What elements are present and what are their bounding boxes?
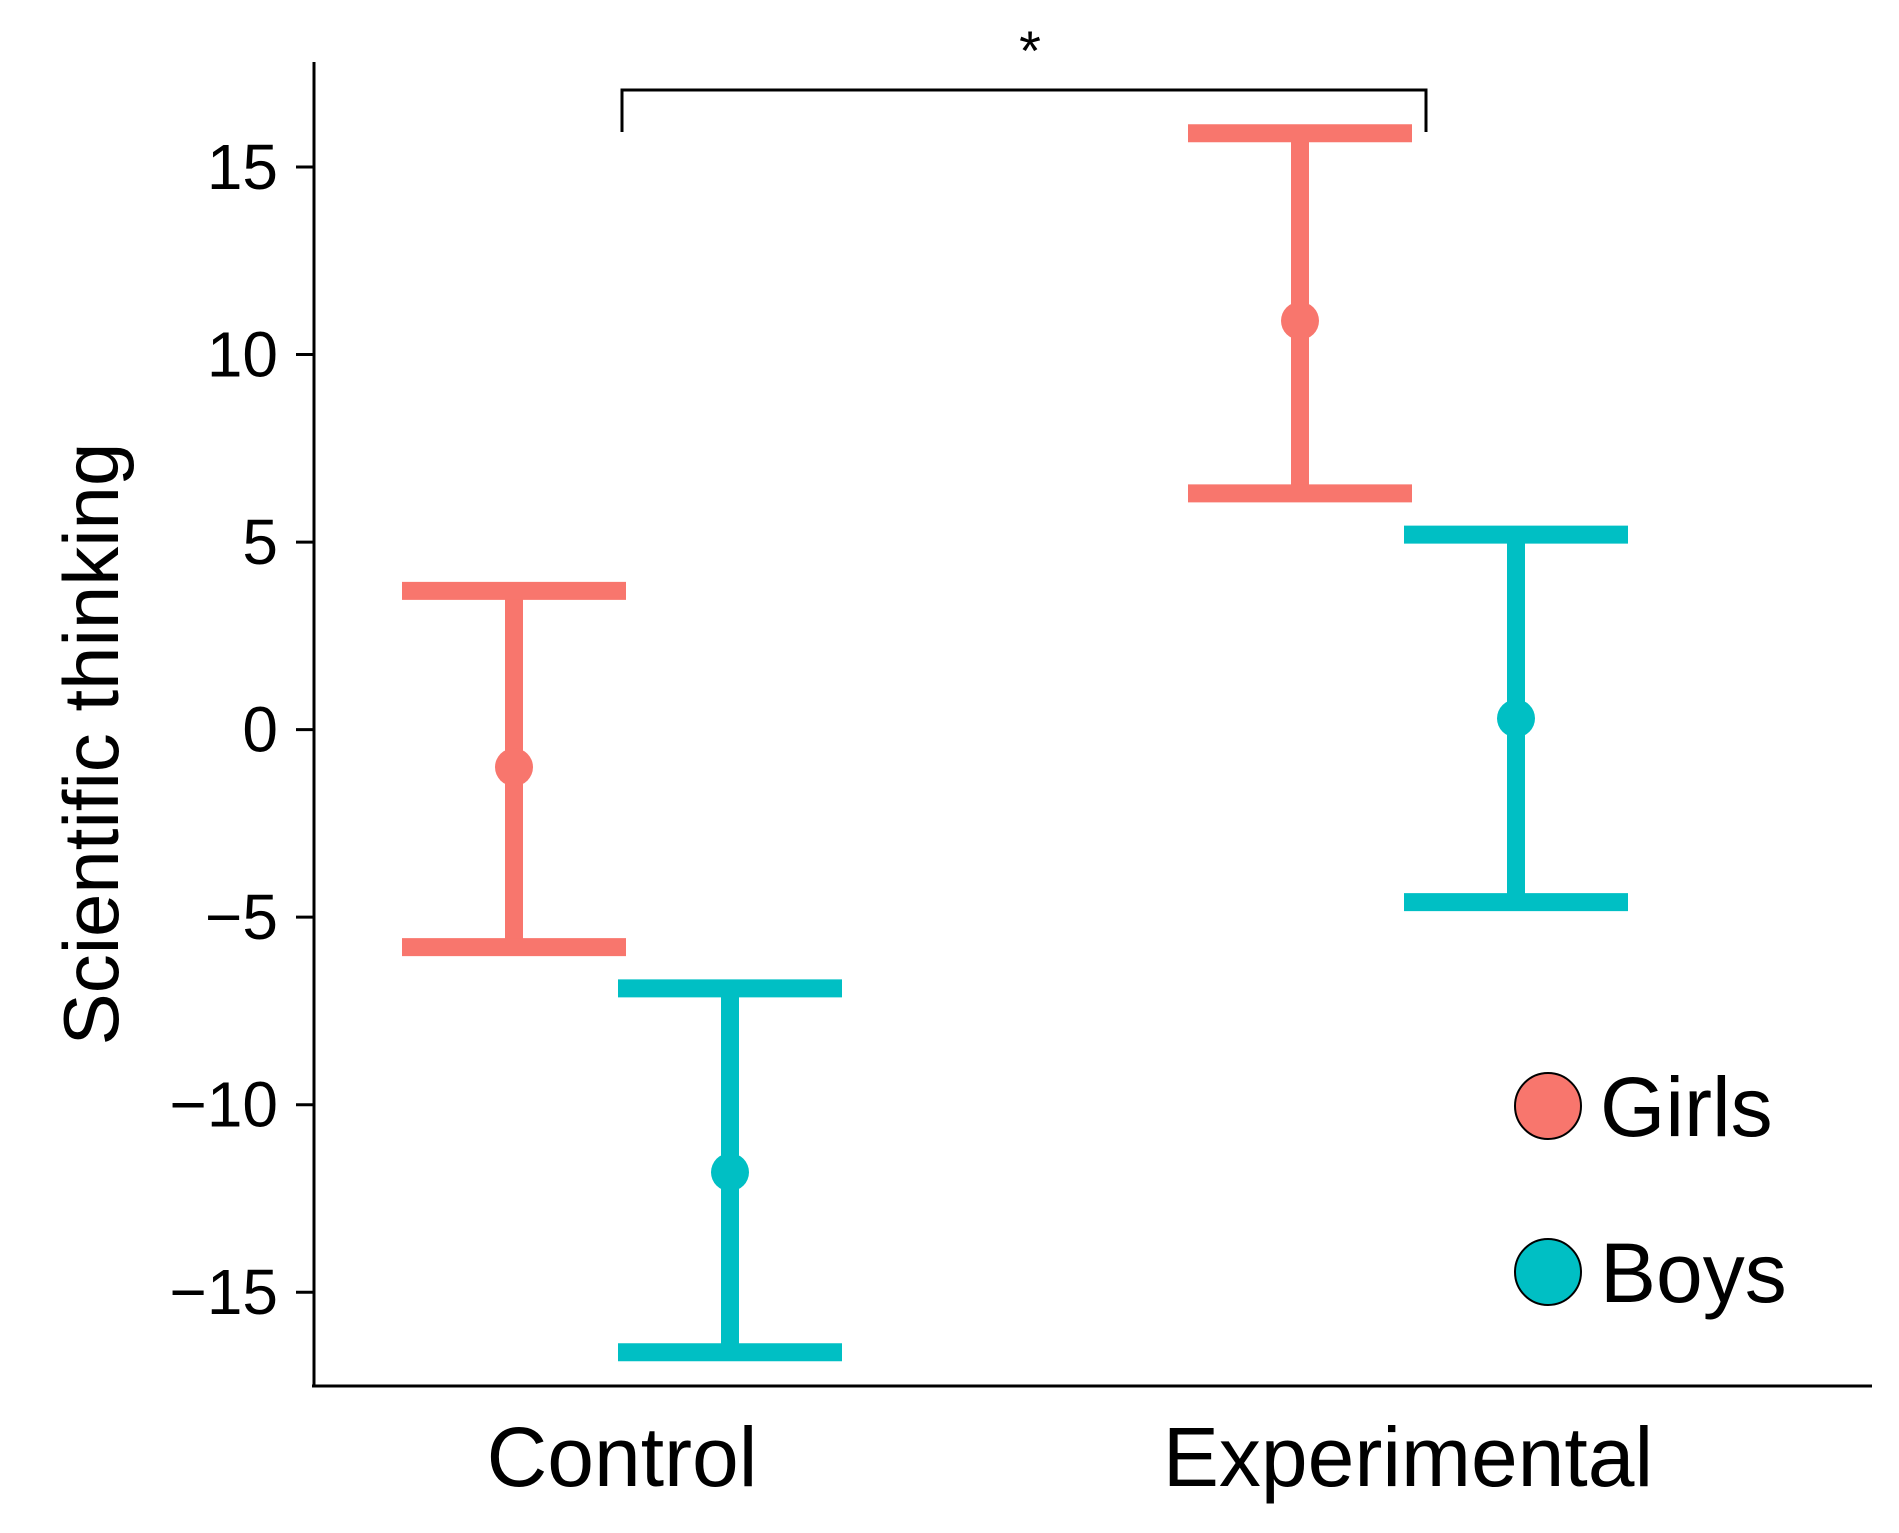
legend-label-girls: Girls [1600, 1060, 1773, 1154]
mean-point-girls-control [495, 748, 533, 787]
y-axis-label: Scientific thinking [47, 443, 135, 1046]
significance-bracket [620, 88, 1428, 132]
y-tick-label: 0 [242, 694, 278, 766]
legend-label-boys: Boys [1600, 1226, 1787, 1320]
x-category-label: Control [487, 1410, 758, 1504]
legend-marker-girls [1514, 1072, 1582, 1140]
y-tick-label: 10 [207, 319, 278, 391]
y-tick-label: −15 [169, 1256, 278, 1328]
mean-point-boys-control [711, 1153, 749, 1192]
y-tick-label: −5 [205, 881, 278, 953]
mean-point-boys-experimental [1497, 699, 1535, 738]
y-tick-label: −10 [169, 1069, 278, 1141]
y-tick-label: 5 [242, 506, 278, 578]
legend-marker-boys [1514, 1238, 1582, 1306]
x-category-label: Experimental [1163, 1410, 1653, 1504]
mean-point-girls-experimental [1281, 301, 1319, 340]
y-tick-label: 15 [207, 131, 278, 203]
significance-marker: * [1019, 19, 1041, 82]
